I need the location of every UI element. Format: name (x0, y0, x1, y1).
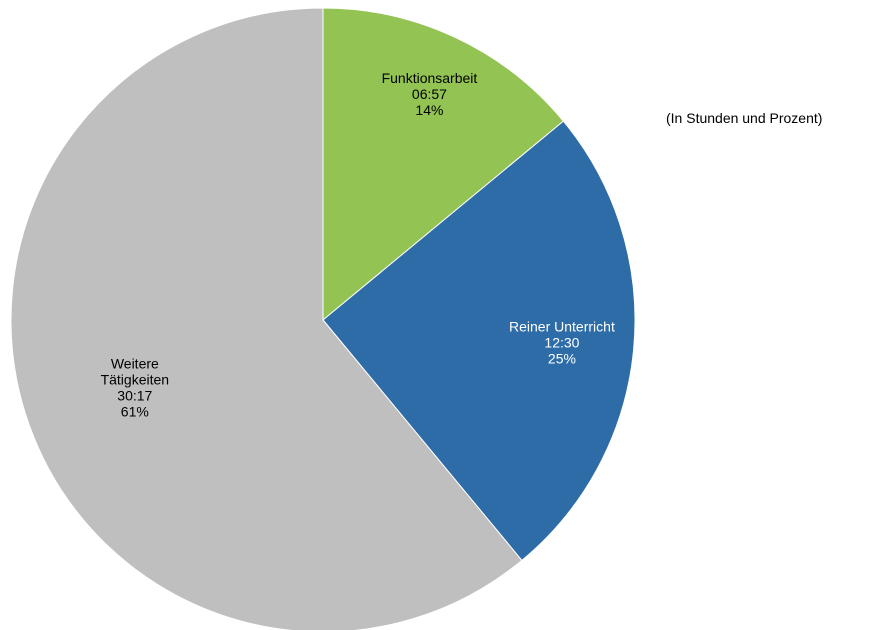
pie-label-2: Weitere Tätigkeiten 30:17 61% (101, 356, 169, 420)
pie-label-0: Funktionsarbeit 06:57 14% (382, 70, 478, 118)
pie-slices (10, 7, 636, 630)
pie-labels: Funktionsarbeit 06:57 14% Reiner Unterricht… (101, 70, 615, 420)
chart-subtitle: (In Stunden und Prozent) (666, 110, 823, 126)
pie-slice-1 (322, 120, 636, 562)
pie-slice-0 (322, 7, 565, 322)
pie-label-1: Reiner Unterricht 12:30 25% (509, 319, 615, 367)
